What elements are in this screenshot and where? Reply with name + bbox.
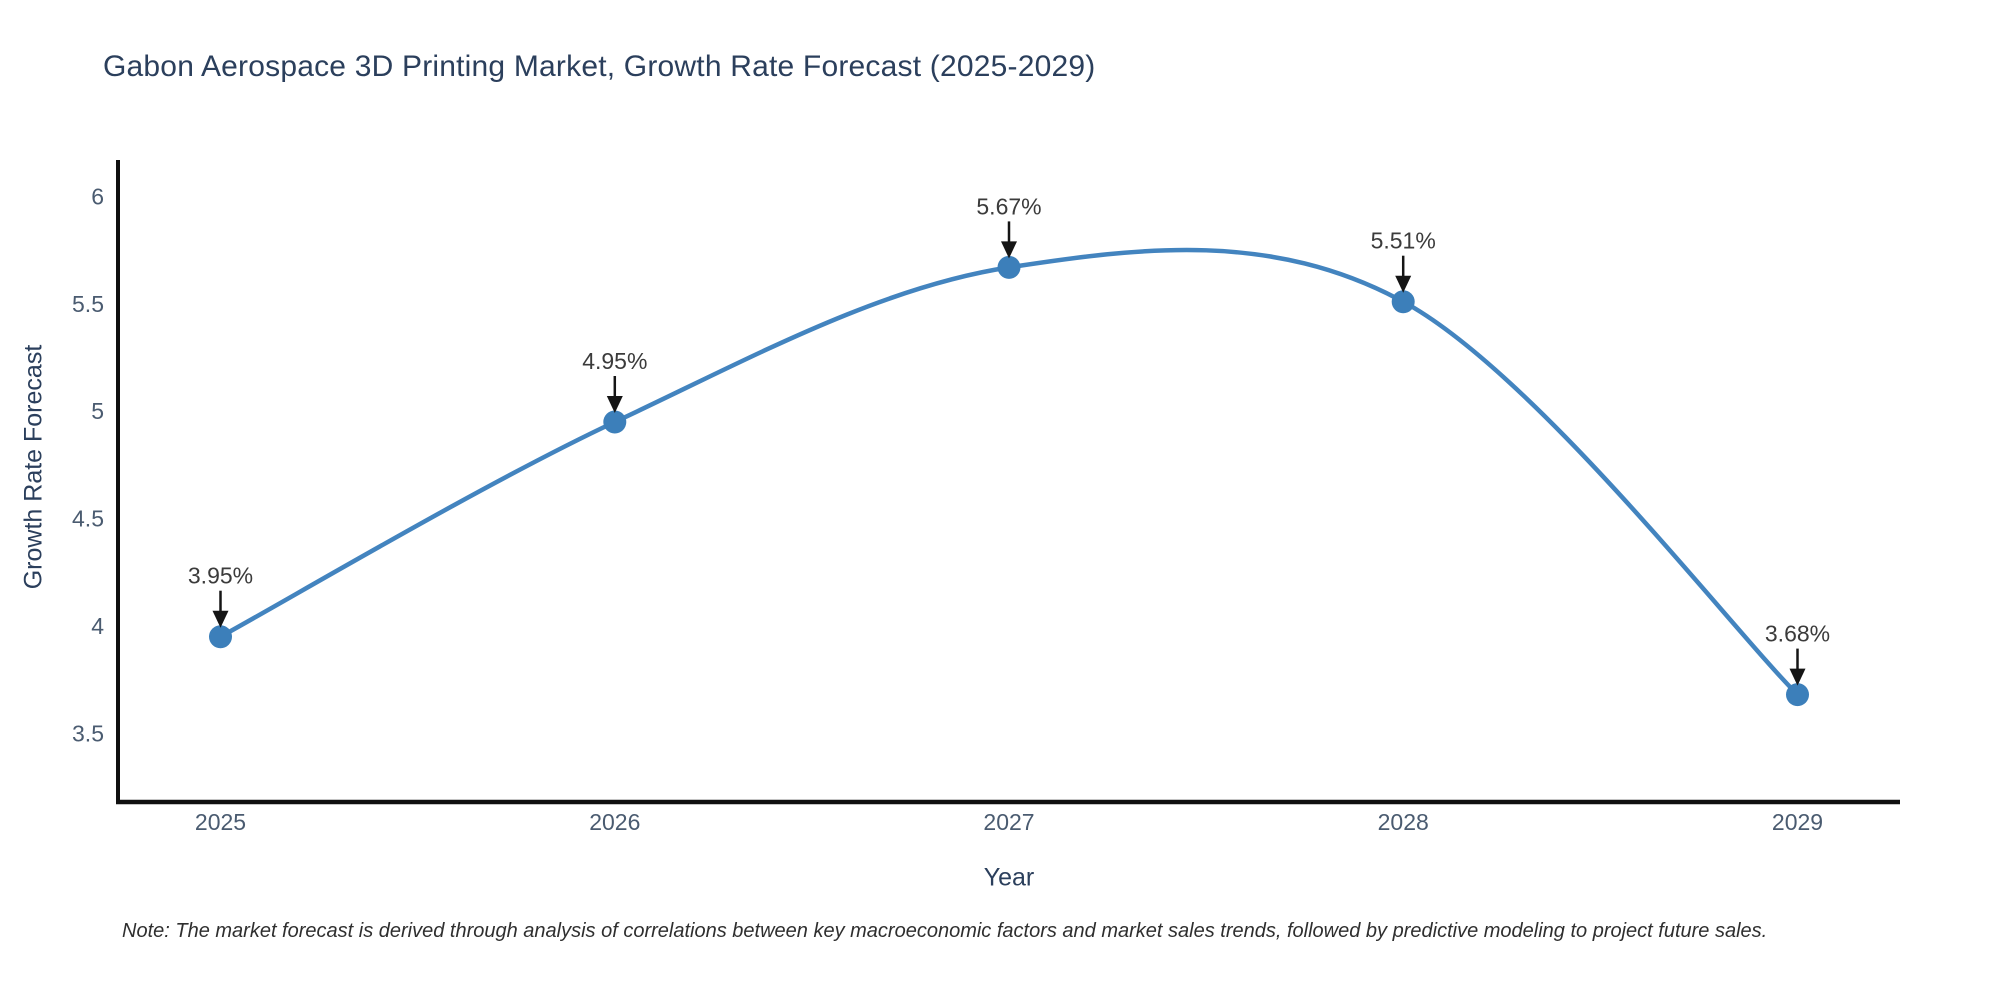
data-point-marker[interactable] xyxy=(1786,683,1809,707)
y-tick-label: 4.5 xyxy=(72,506,104,532)
x-tick-label: 2029 xyxy=(1772,809,1823,835)
annotation-arrowhead-icon xyxy=(1789,668,1806,686)
annotation-arrowhead-icon xyxy=(212,610,229,628)
data-point-label: 3.68% xyxy=(1765,621,1830,647)
data-point-label: 5.67% xyxy=(976,193,1041,219)
x-tick-label: 2027 xyxy=(983,809,1034,835)
data-point-marker[interactable] xyxy=(209,625,232,649)
forecast-line xyxy=(218,247,1800,697)
y-tick-label: 4 xyxy=(91,613,104,639)
y-tick-label: 6 xyxy=(91,184,104,210)
data-point-marker[interactable] xyxy=(997,255,1021,279)
x-axis-title: Year xyxy=(983,863,1035,892)
chart-title: Gabon Aerospace 3D Printing Market, Grow… xyxy=(103,50,1096,83)
data-point-label: 5.51% xyxy=(1371,228,1436,254)
y-axis-title: Growth Rate Forecast xyxy=(19,344,48,590)
data-point-marker[interactable] xyxy=(1391,290,1415,314)
y-tick-label: 5 xyxy=(91,398,104,424)
x-tick-label: 2028 xyxy=(1378,809,1429,835)
y-tick-label: 5.5 xyxy=(72,291,104,317)
x-tick-label: 2025 xyxy=(195,809,246,835)
annotation-arrowhead-icon xyxy=(1395,275,1412,293)
y-tick-label: 3.5 xyxy=(72,720,104,746)
chart-note: Note: The market forecast is derived thr… xyxy=(122,920,1768,942)
data-point-label: 4.95% xyxy=(582,348,647,374)
data-point-label: 3.95% xyxy=(188,563,253,589)
data-point-marker[interactable] xyxy=(603,410,627,434)
annotation-arrowhead-icon xyxy=(606,396,623,413)
annotation-arrowhead-icon xyxy=(1001,241,1017,259)
x-tick-label: 2026 xyxy=(589,809,640,835)
